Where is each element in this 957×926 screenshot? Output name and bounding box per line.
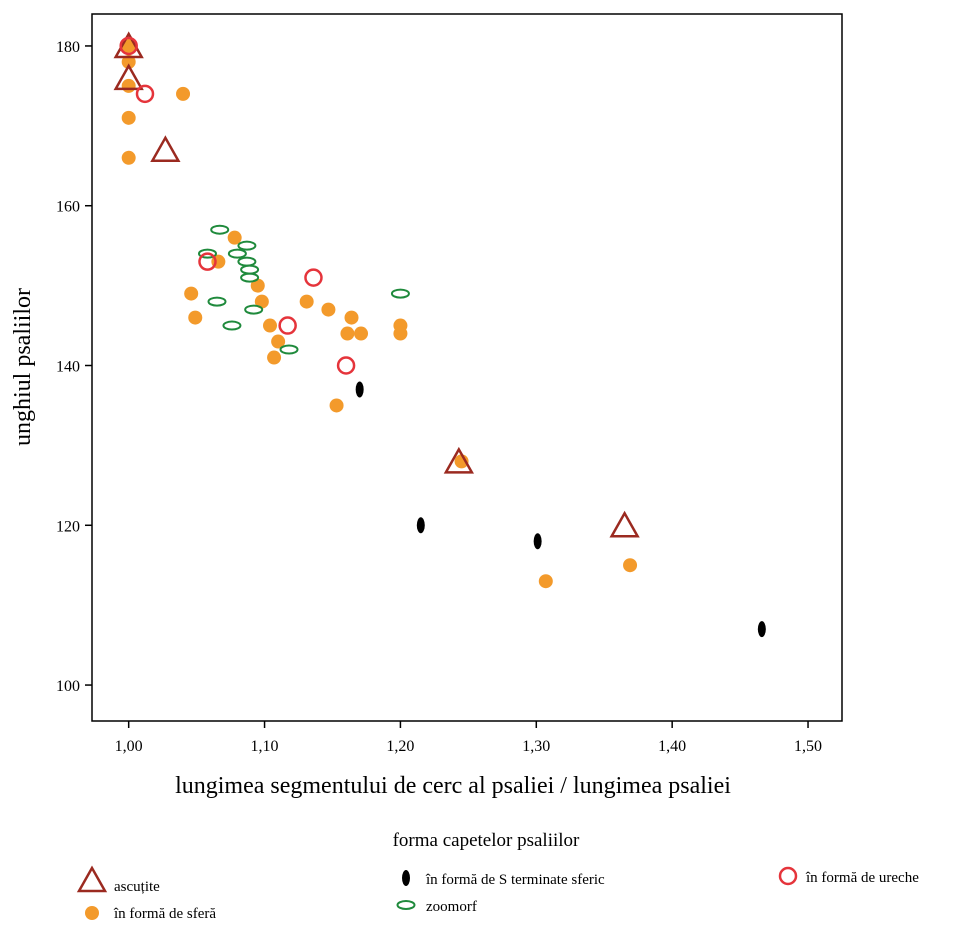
legend-title: forma capetelor psaliilor (393, 830, 580, 851)
legend: ascuțite în formă de sferă în formă de S… (76, 865, 919, 922)
legend-item-ascutite: ascuțite (76, 865, 160, 895)
point-ascutite (150, 135, 181, 163)
point-ascutite (113, 63, 144, 91)
point-zoomorf (244, 304, 264, 315)
point-ureche (135, 84, 155, 104)
point-sfera (271, 334, 286, 349)
point-sfera (344, 310, 359, 325)
point-sfera (354, 326, 369, 341)
point-zoomorf (390, 288, 410, 299)
point-s-sferic (533, 533, 542, 550)
point-zoomorf (240, 264, 260, 275)
point-ureche (198, 252, 217, 271)
point-zoomorf (240, 272, 260, 283)
point-ureche (278, 316, 297, 335)
point-ureche (304, 268, 323, 287)
open-ellipse-marker-icon (396, 900, 416, 910)
point-ascutite (609, 510, 640, 538)
point-sfera (121, 54, 136, 69)
point-sfera (121, 150, 136, 165)
x-tick-label: 1,30 (522, 738, 550, 755)
x-tick-label: 1,20 (386, 738, 414, 755)
data-points (113, 31, 766, 638)
point-zoomorf (237, 256, 257, 267)
point-sfera (262, 318, 277, 333)
y-tick-label: 160 (56, 199, 80, 216)
y-axis: 100 120 140 160 180 (56, 39, 92, 695)
point-sfera (267, 350, 282, 365)
point-sfera (299, 294, 314, 309)
point-zoomorf (227, 248, 247, 259)
point-sfera (121, 110, 136, 125)
point-sfera (176, 86, 191, 101)
point-ascutite (443, 446, 474, 474)
legend-item-sfera: în formă de sferă (85, 906, 216, 922)
point-s-sferic (416, 517, 425, 534)
point-zoomorf (207, 296, 227, 307)
open-circle-marker-icon (778, 866, 798, 886)
point-sfera (188, 310, 203, 325)
legend-item-s-sferic: în formă de S terminate sferic (402, 870, 605, 888)
triangle-marker-icon (76, 865, 108, 893)
point-ureche (119, 36, 138, 56)
legend-label-zoomorf: zoomorf (426, 899, 477, 915)
point-sfera (184, 286, 199, 301)
point-s-sferic (355, 381, 364, 398)
legend-item-zoomorf: zoomorf (396, 899, 477, 915)
point-ascutite (113, 31, 144, 59)
y-tick-label: 140 (56, 359, 80, 376)
point-sfera (538, 574, 553, 589)
point-zoomorf (197, 248, 217, 259)
point-zoomorf (222, 320, 242, 331)
x-tick-label: 1,00 (115, 738, 143, 755)
point-sfera (329, 398, 344, 413)
x-axis-title: lungimea segmentului de cerc al psaliei … (175, 773, 731, 799)
x-axis: 1,00 1,10 1,20 1,30 1,40 1,50 (115, 721, 822, 755)
plot-frame (91, 13, 843, 722)
y-tick-label: 120 (56, 518, 80, 535)
legend-label-ascutite: ascuțite (114, 879, 160, 895)
filled-circle-marker-icon (85, 906, 99, 920)
legend-label-sfera: în formă de sferă (113, 906, 216, 922)
point-sfera (340, 326, 355, 341)
point-zoomorf (279, 344, 299, 355)
point-s-sferic (757, 621, 766, 638)
x-tick-label: 1,10 (251, 738, 279, 755)
point-zoomorf (237, 240, 257, 251)
legend-item-ureche: în formă de ureche (778, 866, 919, 886)
y-tick-label: 180 (56, 39, 80, 56)
point-sfera (227, 230, 242, 245)
x-tick-label: 1,50 (794, 738, 822, 755)
y-axis-title: unghiul psaliilor (10, 288, 36, 446)
point-sfera (254, 294, 269, 309)
point-sfera (623, 558, 638, 573)
legend-label-s-sferic: în formă de S terminate sferic (425, 872, 605, 888)
point-sfera (250, 278, 265, 293)
legend-label-ureche: în formă de ureche (805, 870, 919, 886)
vertical-ellipse-marker-icon (402, 870, 410, 886)
y-tick-label: 100 (56, 678, 80, 695)
point-zoomorf (210, 224, 230, 235)
point-sfera (321, 302, 336, 317)
point-sfera (121, 78, 136, 93)
point-sfera (393, 326, 408, 341)
point-ureche (336, 356, 356, 375)
x-tick-label: 1,40 (658, 738, 686, 755)
